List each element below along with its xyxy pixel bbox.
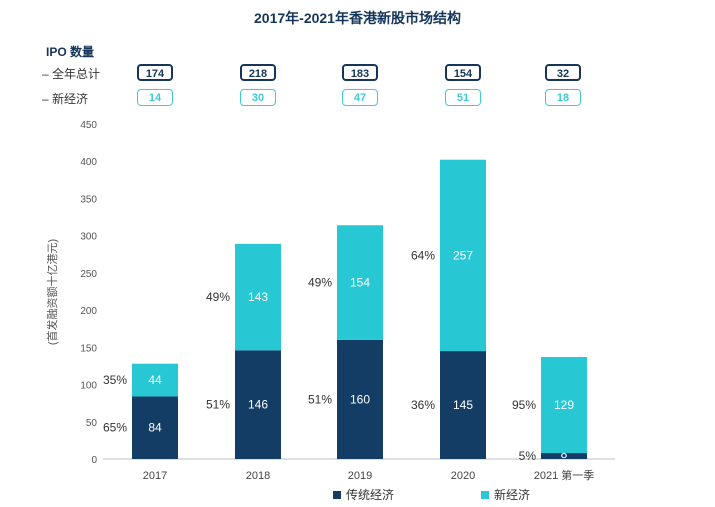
- bar-value-label: 44: [148, 373, 162, 387]
- total-count-2018: 218: [240, 64, 276, 81]
- bar-value-label: 154: [350, 276, 370, 290]
- bar-percent-label: 49%: [308, 276, 332, 290]
- new-count-2020: 51: [445, 89, 481, 106]
- bar-segment-traditional: [132, 396, 178, 459]
- bar-segment-traditional: [337, 339, 383, 459]
- bar-value-label: 8: [561, 447, 568, 461]
- bar-value-label: 84: [148, 421, 162, 435]
- bar-percent-label: 51%: [308, 392, 332, 406]
- bar-segment-traditional: [440, 351, 486, 459]
- legend-label-traditional: 传统经济: [346, 488, 395, 502]
- bar-segment-new: [235, 243, 281, 351]
- y-tick-label: 0: [91, 455, 97, 466]
- legend-new: 新经济: [481, 486, 530, 503]
- bar-percent-label: 65%: [103, 421, 127, 435]
- x-tick-label: 2020: [451, 470, 475, 482]
- legend-swatch-traditional: [333, 490, 341, 499]
- x-tick-label: 2018: [246, 470, 270, 482]
- bar-value-label: 160: [350, 392, 370, 406]
- bar-value-label: 145: [453, 398, 473, 412]
- new-count-2021q1: 18: [545, 89, 581, 106]
- bar-percent-label: 95%: [512, 398, 536, 412]
- bar-value-label: 146: [248, 398, 268, 412]
- total-count-2020: 154: [445, 64, 481, 81]
- bar-percent-label: 36%: [411, 398, 435, 412]
- legend-swatch-new: [481, 490, 489, 499]
- bar-value-label: 129: [554, 398, 574, 412]
- legend-traditional: 传统经济: [333, 486, 394, 503]
- total-count-2019: 183: [342, 64, 378, 81]
- bar-percent-label: 35%: [103, 373, 127, 387]
- bar-percent-label: 5%: [519, 449, 537, 463]
- bar-percent-label: 49%: [206, 290, 230, 304]
- x-tick-label: 2021 第一季: [534, 468, 595, 482]
- chart-title: 2017年-2021年香港新股市场结构: [254, 10, 461, 26]
- total-count-2017: 174: [137, 64, 173, 81]
- y-tick-label: 400: [80, 157, 97, 168]
- bar-value-label: 257: [453, 248, 473, 262]
- y-tick-label: 350: [80, 194, 97, 205]
- y-tick-label: 450: [80, 120, 97, 131]
- y-tick-label: 300: [80, 232, 97, 243]
- y-tick-label: 200: [80, 306, 97, 317]
- ipo-count-heading: IPO 数量: [46, 45, 95, 59]
- new-count-2018: 30: [240, 89, 276, 106]
- bar-segment-new: [132, 363, 178, 397]
- bar-segment-new: [440, 159, 486, 352]
- bar-segment-new: [337, 225, 383, 340]
- y-axis-label: (首发融资额十亿港元): [45, 239, 59, 345]
- y-tick-label: 250: [80, 269, 97, 280]
- new-economy-row-label: – 新经济: [42, 92, 89, 106]
- bar-segment-traditional: [541, 453, 587, 459]
- legend-label-new: 新经济: [494, 488, 531, 502]
- bar-value-label: 143: [248, 290, 268, 304]
- bar-segment-new: [541, 357, 587, 454]
- y-tick-label: 50: [86, 418, 98, 429]
- bar-percent-label: 51%: [206, 398, 230, 412]
- total-row-label: – 全年总计: [42, 67, 101, 81]
- y-tick-label: 100: [80, 381, 97, 392]
- x-tick-label: 2017: [143, 470, 167, 482]
- y-tick-label: 150: [80, 343, 97, 354]
- new-count-2017: 14: [137, 89, 173, 106]
- x-tick-label: 2019: [348, 470, 372, 482]
- bar-percent-label: 64%: [411, 248, 435, 262]
- total-count-2021q1: 32: [545, 64, 581, 81]
- bar-segment-traditional: [235, 350, 281, 459]
- new-count-2019: 47: [342, 89, 378, 106]
